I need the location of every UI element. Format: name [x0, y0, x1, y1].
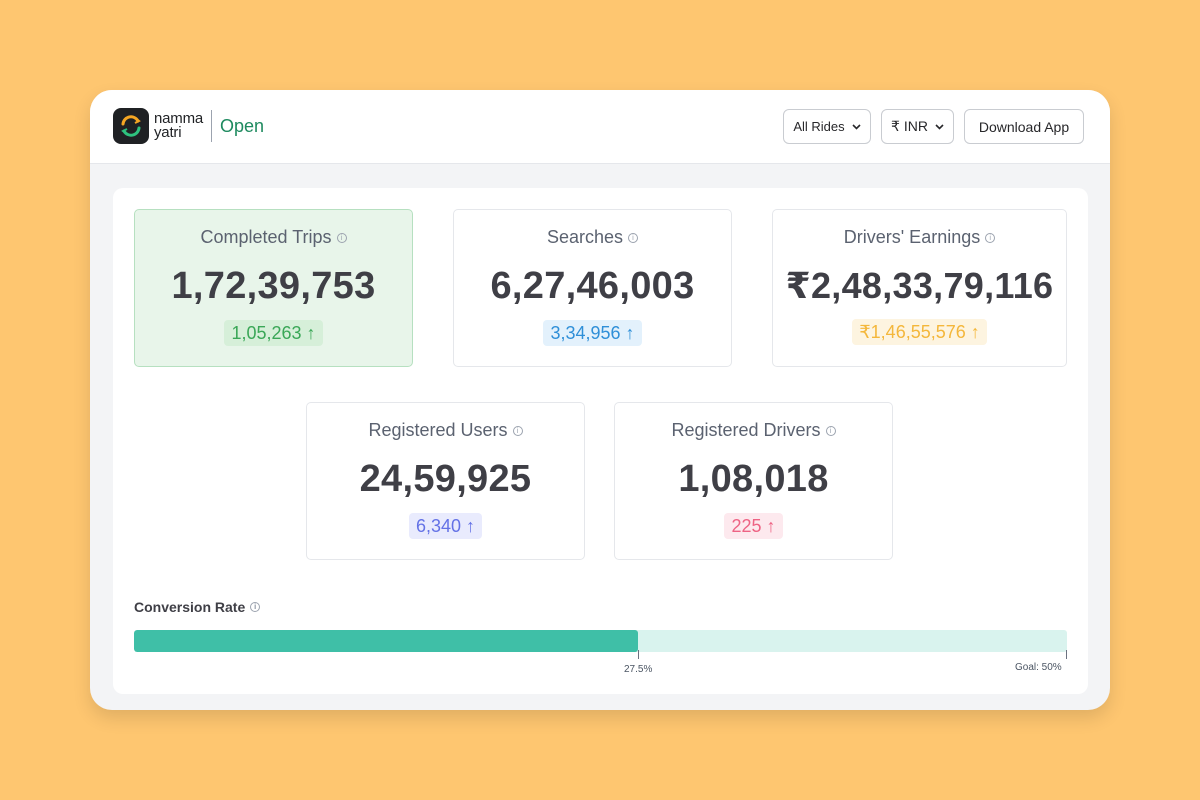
download-app-button[interactable]: Download App: [964, 109, 1084, 144]
logo-line2: yatri: [154, 124, 182, 141]
stats-panel: Completed Trips i 1,72,39,753 1,05,263 ↑…: [113, 188, 1088, 694]
stat-value: 1,72,39,753: [171, 265, 376, 307]
stat-title: Registered Users: [368, 420, 508, 440]
info-icon[interactable]: i: [825, 425, 836, 436]
top-header: namma yatri Open All Rides ₹ INR Downloa…: [90, 90, 1110, 164]
stat-delta-badge: 1,05,263 ↑: [224, 320, 323, 346]
stat-delta-badge: ₹1,46,55,576 ↑: [852, 319, 987, 345]
stat-card-registered-drivers[interactable]: Registered Drivers i 1,08,018 225 ↑: [614, 402, 893, 560]
stat-card-registered-users[interactable]: Registered Users i 24,59,925 6,340 ↑: [306, 402, 585, 560]
stat-card-drivers-earnings[interactable]: Drivers' Earnings i ₹2,48,33,79,116 ₹1,4…: [772, 209, 1067, 367]
info-icon[interactable]: i: [628, 232, 639, 243]
stat-title-wrap: Drivers' Earnings i: [773, 227, 1066, 248]
conversion-progress-track: [134, 630, 1067, 652]
rides-filter-label: All Rides: [793, 119, 845, 134]
stat-value: 6,27,46,003: [490, 265, 695, 307]
stat-delta-badge: 225 ↑: [724, 513, 783, 539]
goal-label: Goal: 50%: [1015, 662, 1062, 673]
logo-divider: [211, 110, 213, 142]
chevron-down-icon: [935, 122, 944, 132]
logo-wordmark: namma yatri: [154, 110, 204, 141]
stat-delta-badge: 3,34,956 ↑: [543, 320, 642, 346]
currency-label: ₹ INR: [891, 118, 928, 134]
stat-value: 1,08,018: [678, 458, 829, 500]
info-icon[interactable]: i: [336, 232, 347, 243]
stat-title: Registered Drivers: [671, 420, 821, 440]
dashboard-window: namma yatri Open All Rides ₹ INR Downloa…: [90, 90, 1110, 710]
info-icon[interactable]: i: [512, 425, 523, 436]
stat-title: Drivers' Earnings: [843, 227, 981, 247]
stat-title-wrap: Registered Users i: [307, 420, 584, 441]
logo-open-label: Open: [220, 115, 265, 136]
info-icon[interactable]: i: [250, 602, 261, 612]
namma-yatri-logo[interactable]: namma yatri Open: [113, 108, 264, 144]
stat-card-completed-trips[interactable]: Completed Trips i 1,72,39,753 1,05,263 ↑: [134, 209, 413, 367]
chevron-down-icon: [852, 122, 861, 132]
stat-card-searches[interactable]: Searches i 6,27,46,003 3,34,956 ↑: [453, 209, 732, 367]
stat-delta-badge: 6,340 ↑: [408, 513, 483, 539]
stat-title: Completed Trips: [200, 227, 332, 247]
stat-value: 24,59,925: [359, 458, 532, 500]
logo-badge-icon: [113, 108, 149, 144]
logo-line1: namma: [154, 110, 204, 127]
stat-title-wrap: Completed Trips i: [135, 227, 412, 248]
stat-title-wrap: Registered Drivers i: [615, 420, 892, 441]
conversion-rate-title: Conversion Rate: [134, 599, 246, 615]
goal-tick: [1066, 650, 1067, 659]
conversion-rate-heading: Conversion Rate i: [134, 599, 261, 615]
currency-select[interactable]: ₹ INR: [881, 109, 954, 144]
info-icon[interactable]: i: [985, 232, 996, 243]
conversion-progress-fill: [134, 630, 638, 652]
stat-title-wrap: Searches i: [454, 227, 731, 248]
rides-filter-select[interactable]: All Rides: [783, 109, 871, 144]
current-rate-label: 27.5%: [624, 664, 653, 675]
stat-value: ₹2,48,33,79,116: [785, 265, 1054, 306]
current-rate-tick: [638, 650, 639, 659]
stat-title: Searches: [546, 227, 624, 247]
